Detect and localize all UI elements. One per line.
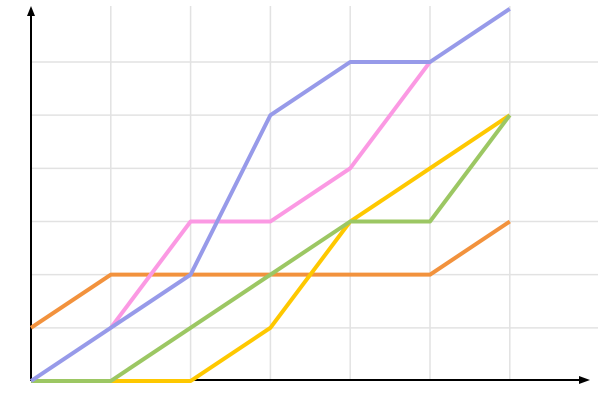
y-axis-arrowhead-icon: [27, 6, 35, 16]
series-lines: [29, 7, 512, 383]
series-blue-line: [29, 7, 511, 383]
series-green-line: [31, 113, 512, 383]
series-pink-line: [109, 60, 432, 330]
x-axis-arrowhead-icon: [579, 376, 590, 384]
